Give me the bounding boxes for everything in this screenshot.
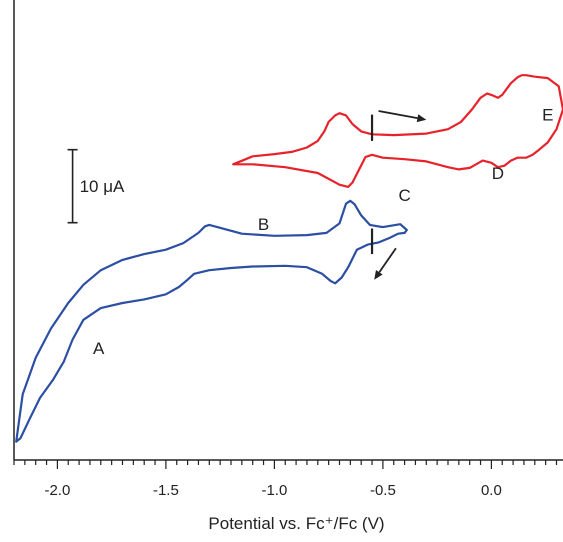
sweep-direction-arrow (378, 110, 418, 120)
x-tick-label: 0.0 (481, 482, 502, 499)
scale-bar-label: 10 μA (80, 177, 125, 196)
sweep-direction-arrow (378, 247, 397, 273)
x-tick-label: -2.0 (44, 482, 70, 499)
sweep-direction-arrowhead (374, 270, 383, 280)
annotation-layer: A B C D E (93, 105, 554, 358)
x-tick-label: -1.0 (261, 482, 287, 499)
peak-label: C (398, 186, 410, 205)
series-layer (15, 74, 563, 443)
x-axis-title: Potential vs. Fc⁺/Fc (V) (208, 514, 384, 533)
x-tick-label: -1.5 (153, 482, 179, 499)
peak-label: E (542, 105, 553, 124)
series-line-1 (15, 199, 408, 443)
peak-label: A (93, 339, 105, 358)
x-tick-label: -0.5 (370, 482, 396, 499)
series-line-2 (232, 74, 563, 188)
axes-layer (13, 0, 563, 461)
x-ticks-layer: -2.0 -1.5 -1.0 -0.5 0.0 (13, 460, 558, 499)
peak-label: D (492, 164, 504, 183)
peak-label: B (258, 215, 269, 234)
sweep-direction-arrowhead (416, 114, 427, 123)
current-scale-bar: 10 μA (67, 148, 125, 224)
